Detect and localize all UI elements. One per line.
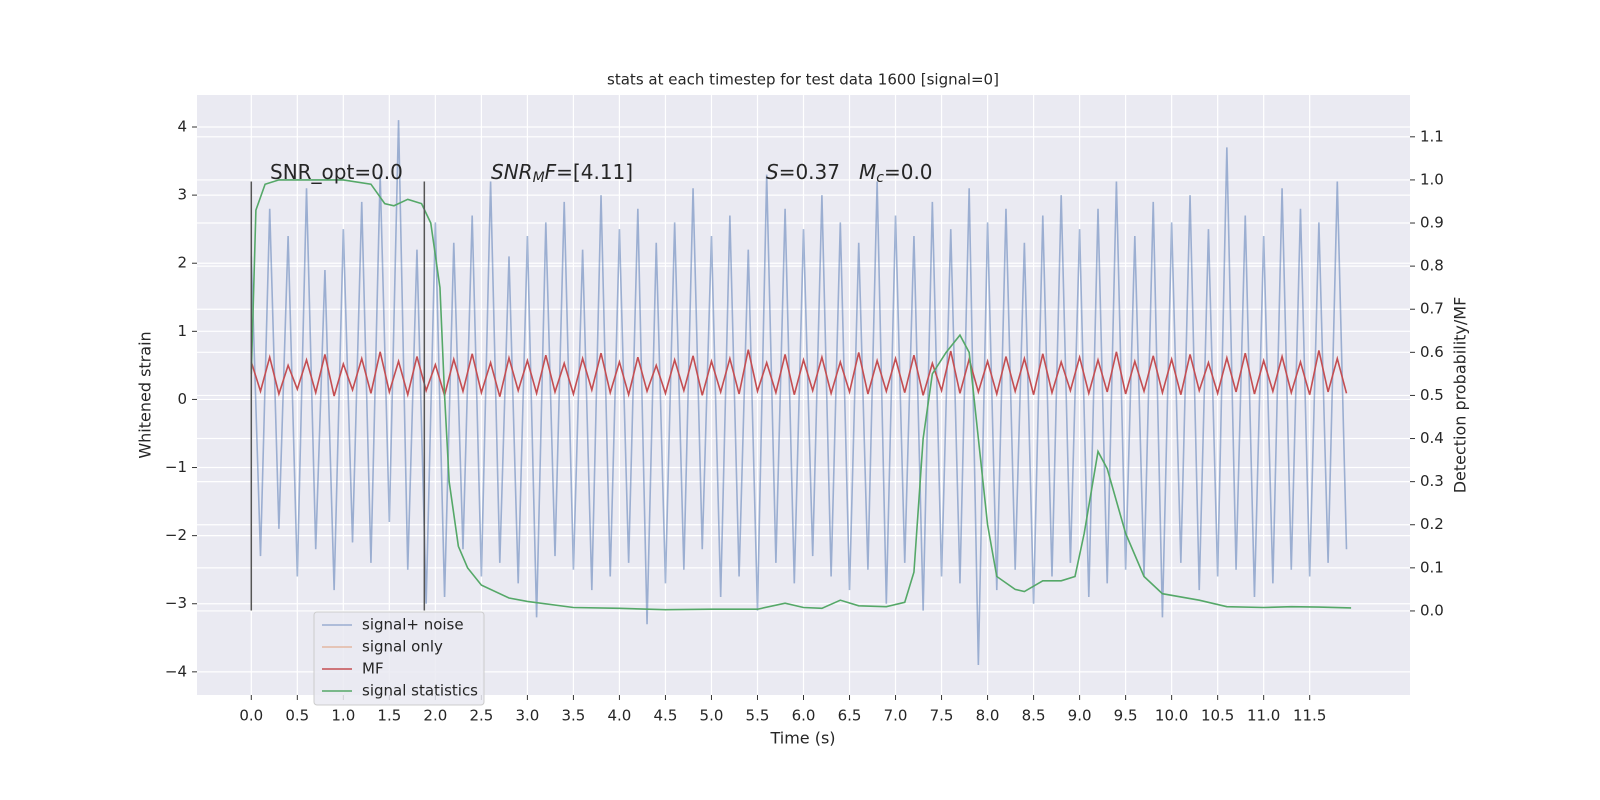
y-tick-label: −1 [165, 458, 187, 476]
x-tick-label: 6.5 [838, 707, 862, 725]
legend-label: signal+ noise [362, 616, 464, 634]
annotation: Mc=0.0 [859, 160, 933, 187]
y-tick-label: 0 [177, 390, 187, 408]
x-tick-label: 10.5 [1201, 707, 1234, 725]
series-line [250, 349, 1348, 399]
series-line [250, 120, 1348, 666]
chart-title: stats at each timestep for test data 160… [607, 71, 999, 89]
y-tick-label: −3 [165, 594, 187, 612]
legend-label: signal statistics [362, 682, 478, 700]
x-tick-label: 5.5 [746, 707, 770, 725]
x-tick-label: 0.5 [285, 707, 309, 725]
y-axis-label: Whitened strain [136, 331, 155, 458]
y2-tick-label: 0.3 [1420, 472, 1444, 490]
y2-tick-label: 0.0 [1420, 601, 1444, 619]
x-tick-label: 9.5 [1114, 707, 1138, 725]
x-tick-label: 8.5 [1022, 707, 1046, 725]
x-tick-label: 4.5 [654, 707, 678, 725]
y-tick-label: −4 [165, 662, 187, 680]
legend-label: signal only [362, 638, 443, 656]
y-tick-label: 4 [177, 118, 187, 136]
x-tick-label: 5.0 [700, 707, 724, 725]
annotation-part: c [876, 170, 884, 186]
annotation-part: SNR_opt=0.0 [270, 160, 403, 184]
x-tick-label: 3.5 [561, 707, 585, 725]
x-tick-label: 8.0 [976, 707, 1000, 725]
x-tick-label: 11.5 [1293, 707, 1326, 725]
x-tick-label: 9.0 [1068, 707, 1092, 725]
y-tick-label: −2 [165, 526, 187, 544]
y2-tick-label: 0.4 [1420, 429, 1444, 447]
annotation-part: F [545, 160, 557, 184]
y-tick-label: 2 [177, 254, 187, 272]
y2-tick-label: 0.2 [1420, 515, 1444, 533]
y2-tick-label: 0.8 [1420, 257, 1444, 275]
y2-tick-label: 1.0 [1420, 170, 1444, 188]
x-tick-label: 1.5 [377, 707, 401, 725]
x-tick-label: 11.0 [1247, 707, 1280, 725]
annotation-part: =[4.11] [556, 160, 633, 184]
y2-tick-label: 0.5 [1420, 386, 1444, 404]
y-tick-label: 1 [177, 322, 187, 340]
x-tick-label: 0.0 [239, 707, 263, 725]
annotation: SNR_opt=0.0 [270, 160, 403, 184]
x-tick-label: 2.5 [469, 707, 493, 725]
y2-tick-label: 1.1 [1420, 127, 1444, 145]
x-tick-label: 6.0 [792, 707, 816, 725]
annotation: S=0.37 [766, 160, 840, 184]
x-tick-label: 4.0 [608, 707, 632, 725]
legend-label: MF [362, 660, 384, 678]
annotation-part: SNR [491, 160, 533, 184]
annotation: SNRMF=[4.11] [491, 160, 633, 187]
annotation-part: =0.0 [884, 160, 933, 184]
y-tick-label: 3 [177, 186, 187, 204]
x-tick-label: 2.0 [423, 707, 447, 725]
x-tick-label: 1.0 [331, 707, 355, 725]
x-axis-label: Time (s) [769, 729, 835, 748]
x-tick-label: 10.0 [1155, 707, 1188, 725]
y2-tick-label: 0.9 [1420, 214, 1444, 232]
y2-tick-label: 0.7 [1420, 300, 1444, 318]
x-tick-label: 7.5 [930, 707, 954, 725]
annotation-part: M [533, 170, 545, 186]
x-tick-label: 7.0 [884, 707, 908, 725]
y2-tick-label: 0.1 [1420, 558, 1444, 576]
annotation-part: =0.37 [779, 160, 840, 184]
annotation-part: S [766, 160, 779, 184]
legend-box [313, 611, 485, 706]
x-tick-label: 3.0 [515, 707, 539, 725]
annotation-part: M [859, 160, 876, 184]
y2-tick-label: 0.6 [1420, 343, 1444, 361]
y2-axis-label: Detection probability/MF [1451, 297, 1470, 494]
